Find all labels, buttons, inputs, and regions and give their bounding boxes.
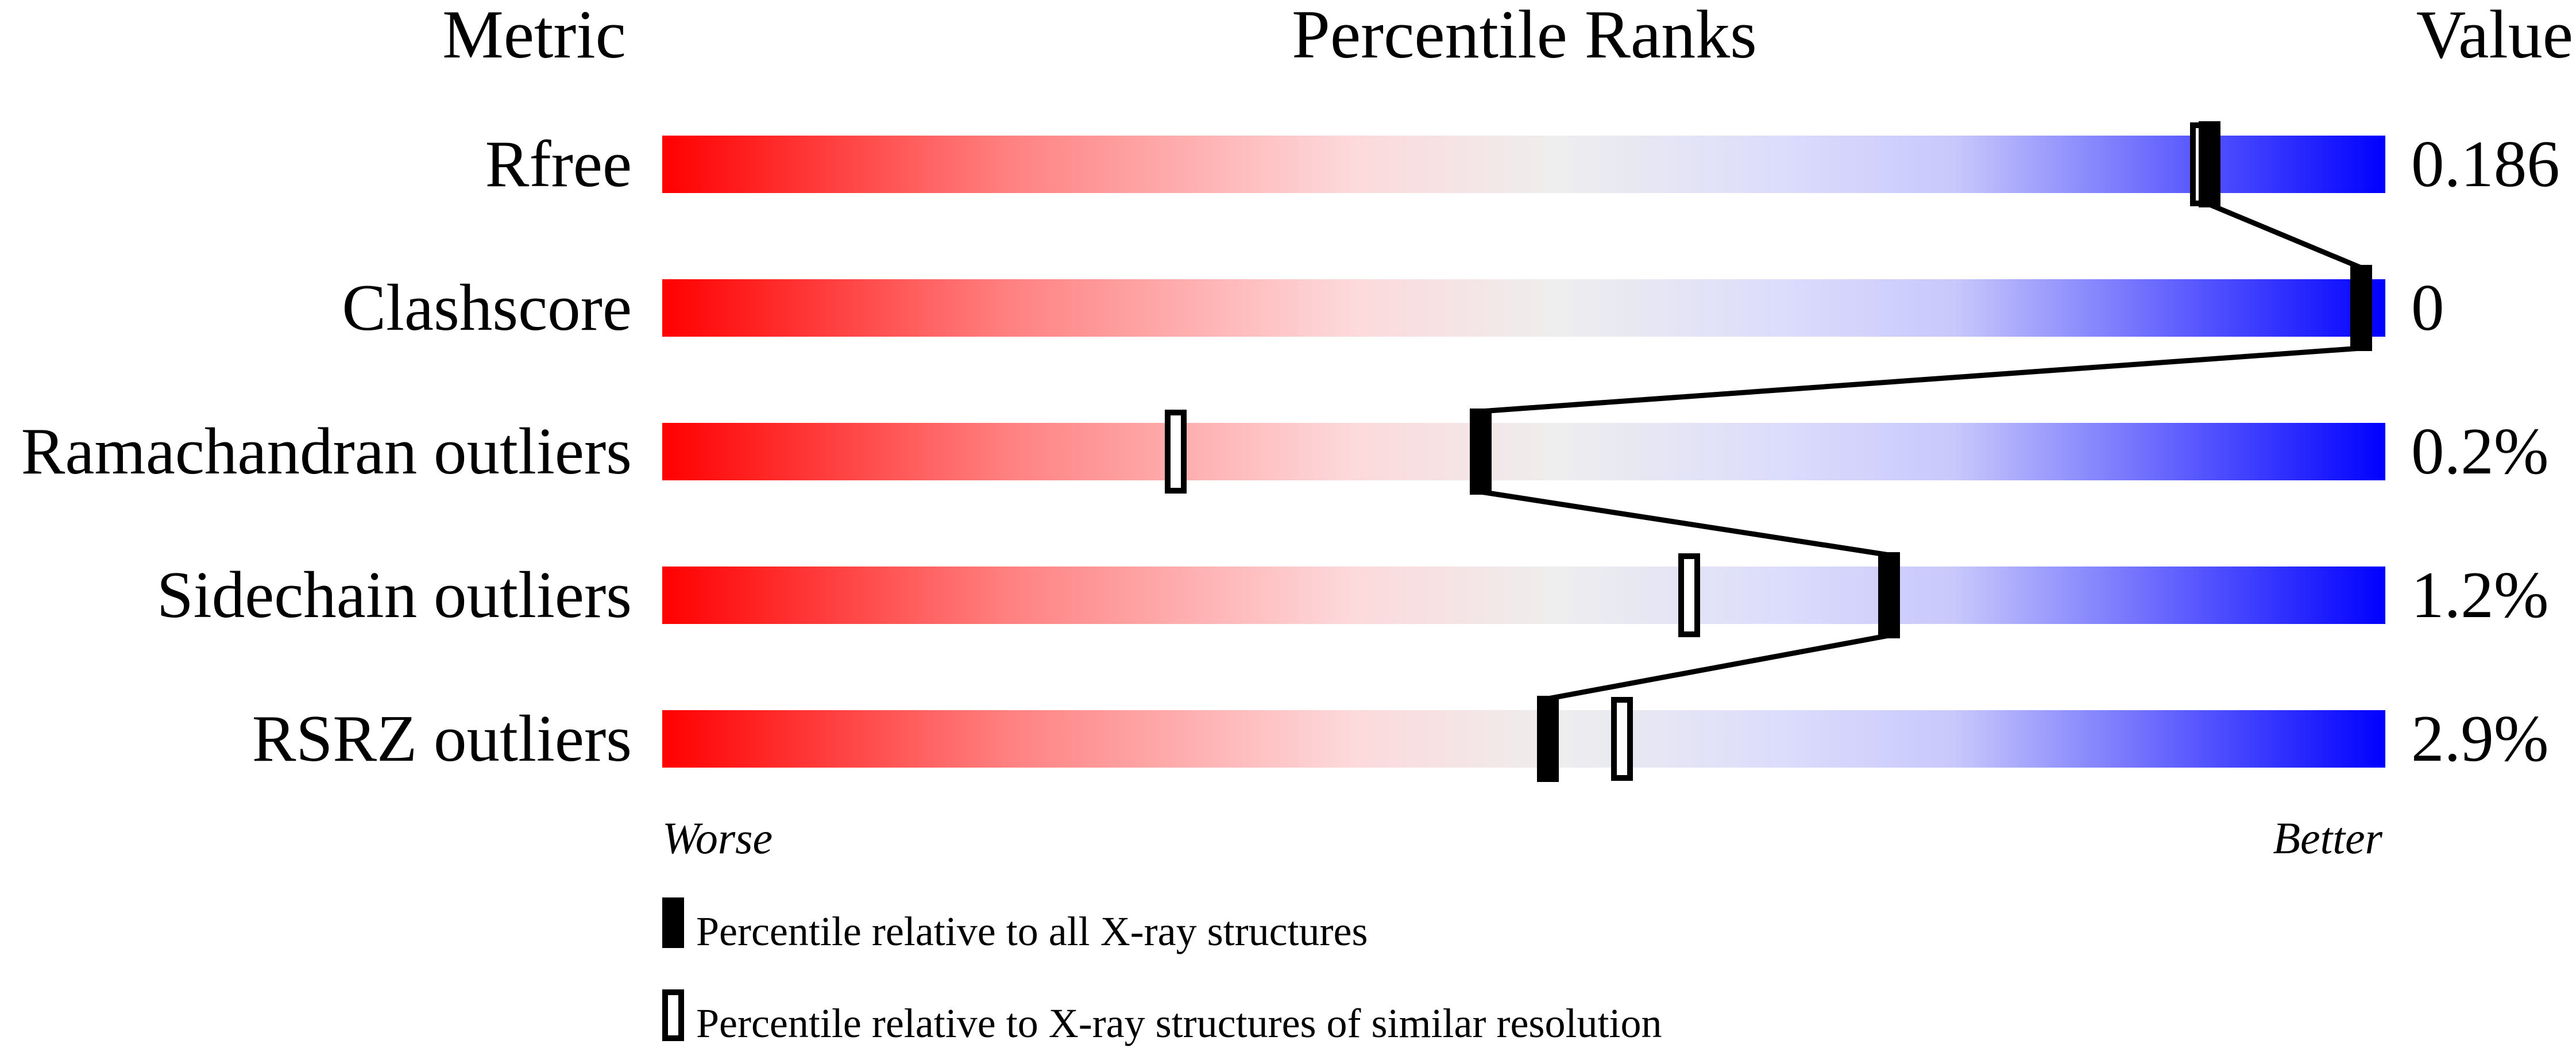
metric-value: 2.9% [2411,702,2549,775]
percentile-bar [662,567,2385,624]
header-percentile-ranks: Percentile Ranks [1292,0,1757,72]
marker-similar-resolution [1165,410,1187,494]
metric-value: 0.186 [2411,128,2560,201]
metric-row: RSRZ outliers 2.9% [252,696,2549,782]
metric-row: Clashscore 0 [342,265,2444,351]
marker-all-structures [2199,121,2220,207]
connector-line [1480,345,2362,414]
metric-label: RSRZ outliers [252,702,632,775]
header-metric: Metric [442,0,626,72]
marker-all-structures [2350,265,2372,351]
marker-all-structures [1470,409,1492,495]
legend-filled-marker [662,897,684,948]
metric-row: Ramachandran outliers 0.2% [21,409,2549,495]
percentile-bar [662,279,2385,337]
marker-all-structures [1878,552,1900,638]
metric-label: Ramachandran outliers [21,415,632,488]
metric-value: 0.2% [2411,415,2549,488]
percentile-bar [662,136,2385,193]
marker-similar-resolution [1678,553,1700,637]
marker-all-structures [1537,696,1559,782]
header-value: Value [2416,0,2573,72]
metric-value: 0 [2411,271,2444,344]
legend-open-marker [662,989,684,1041]
metric-label: Sidechain outliers [157,558,632,631]
axis-label-worse: Worse [662,813,773,863]
legend-label-all: Percentile relative to all X-ray structu… [696,908,1368,954]
metric-value: 1.2% [2411,558,2549,631]
connector-line [1547,633,1890,702]
connector-line [1480,489,1890,558]
connector-line [2208,202,2362,271]
metric-row: Rfree 0.186 [485,121,2560,207]
percentile-bar [662,710,2385,768]
metric-row: Sidechain outliers 1.2% [157,552,2549,638]
axis-label-better: Better [2273,813,2382,863]
metric-label: Clashscore [342,271,632,344]
legend-label-similar: Percentile relative to X-ray structures … [696,1000,1662,1046]
marker-similar-resolution [1611,697,1633,781]
metric-label: Rfree [485,128,632,201]
percentile-bar [662,423,2385,480]
